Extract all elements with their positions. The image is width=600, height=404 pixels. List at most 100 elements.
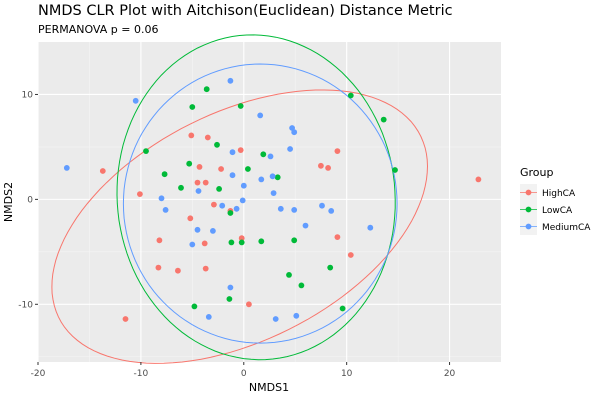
point-lowca [226, 296, 233, 302]
ellipse-lowca [116, 34, 396, 361]
point-lowca [216, 186, 223, 192]
point-mediumca [270, 190, 277, 197]
point-mediumca [319, 202, 325, 209]
point-mediumca [132, 97, 139, 104]
point-highca [155, 264, 162, 271]
point-highca [188, 132, 195, 139]
point-lowca [214, 141, 220, 148]
point-lowca [237, 103, 244, 109]
point-mediumca [239, 197, 246, 204]
point-mediumca [227, 77, 234, 84]
point-highca [237, 147, 244, 154]
point-lowca [191, 303, 198, 310]
point-highca [246, 301, 252, 308]
point-lowca [392, 167, 398, 173]
confidence-ellipses [51, 34, 429, 364]
point-highca [187, 215, 194, 222]
point-mediumca [258, 176, 265, 183]
point-highca [347, 252, 354, 258]
x-tick-label: 20 [444, 369, 456, 379]
point-mediumca [267, 153, 274, 160]
point-mediumca [162, 207, 169, 213]
point-lowca [291, 237, 298, 244]
point-mediumca [291, 207, 298, 213]
chart-title: NMDS CLR Plot with Aitchison(Euclidean) … [38, 3, 453, 19]
x-tick-label: 10 [341, 369, 353, 379]
point-highca [318, 162, 324, 169]
point-mediumca [291, 129, 298, 136]
point-mediumca [302, 222, 309, 229]
point-mediumca [227, 284, 234, 291]
point-lowca [274, 174, 281, 181]
point-mediumca [240, 182, 247, 189]
point-highca [218, 166, 225, 172]
point-lowca [228, 239, 235, 246]
ellipse-mediumca [122, 63, 398, 344]
point-lowca [161, 171, 168, 178]
point-lowca [339, 305, 346, 312]
legend-label-highca: HighCA [542, 189, 576, 199]
legend-label-mediumca: MediumCA [542, 223, 591, 233]
x-tick-label: -10 [134, 369, 149, 379]
point-lowca [286, 272, 292, 278]
ellipse-highca [51, 89, 429, 364]
point-mediumca [219, 202, 226, 209]
legend-label-lowca: LowCA [542, 206, 573, 216]
point-highca [137, 191, 143, 198]
point-mediumca [257, 112, 264, 119]
point-lowca [298, 282, 305, 289]
point-mediumca [229, 172, 236, 179]
point-mediumca [205, 314, 212, 320]
point-highca [475, 176, 482, 183]
point-lowca [327, 264, 334, 271]
data-points [63, 77, 482, 322]
point-highca [211, 201, 217, 208]
point-mediumca [277, 205, 284, 212]
point-mediumca [189, 241, 196, 248]
point-highca [156, 237, 163, 244]
point-mediumca [63, 165, 70, 171]
legend: Group HighCA LowCA MediumCA [520, 166, 591, 235]
plot-panel [38, 42, 501, 362]
point-highca [194, 179, 201, 186]
y-tick-label: 10 [22, 90, 34, 100]
point-mediumca [272, 316, 279, 322]
point-highca [325, 165, 331, 171]
point-mediumca [233, 205, 240, 212]
point-mediumca [287, 146, 293, 152]
point-lowca [143, 148, 149, 155]
y-tick-label: 0 [27, 195, 33, 205]
point-mediumca [328, 208, 335, 214]
point-highca [238, 235, 245, 242]
y-axis-label: NMDS2 [2, 182, 15, 222]
y-tick-label: -10 [18, 300, 33, 310]
y-axis-ticks: -10 0 10 [18, 90, 38, 310]
legend-items: HighCA LowCA MediumCA [520, 184, 591, 235]
point-lowca [260, 151, 267, 158]
point-lowca [258, 238, 265, 245]
point-mediumca [367, 224, 374, 231]
minor-gridlines [38, 42, 501, 362]
point-highca [334, 148, 341, 155]
point-lowca [178, 184, 184, 191]
point-highca [99, 168, 106, 174]
point-highca [202, 265, 209, 272]
point-lowca [245, 166, 251, 172]
point-mediumca [194, 226, 201, 233]
point-lowca [380, 116, 387, 123]
point-highca [196, 164, 203, 170]
point-mediumca [269, 173, 276, 180]
point-highca [204, 134, 211, 141]
point-lowca [227, 210, 234, 216]
point-mediumca [210, 228, 216, 234]
point-mediumca [158, 195, 165, 202]
point-mediumca [293, 312, 300, 319]
point-highca [175, 267, 181, 274]
point-lowca [238, 239, 245, 246]
point-lowca [203, 86, 210, 93]
chart-subtitle: PERMANOVA p = 0.06 [38, 23, 158, 36]
point-highca [334, 234, 341, 241]
x-tick-label: 0 [241, 369, 247, 379]
